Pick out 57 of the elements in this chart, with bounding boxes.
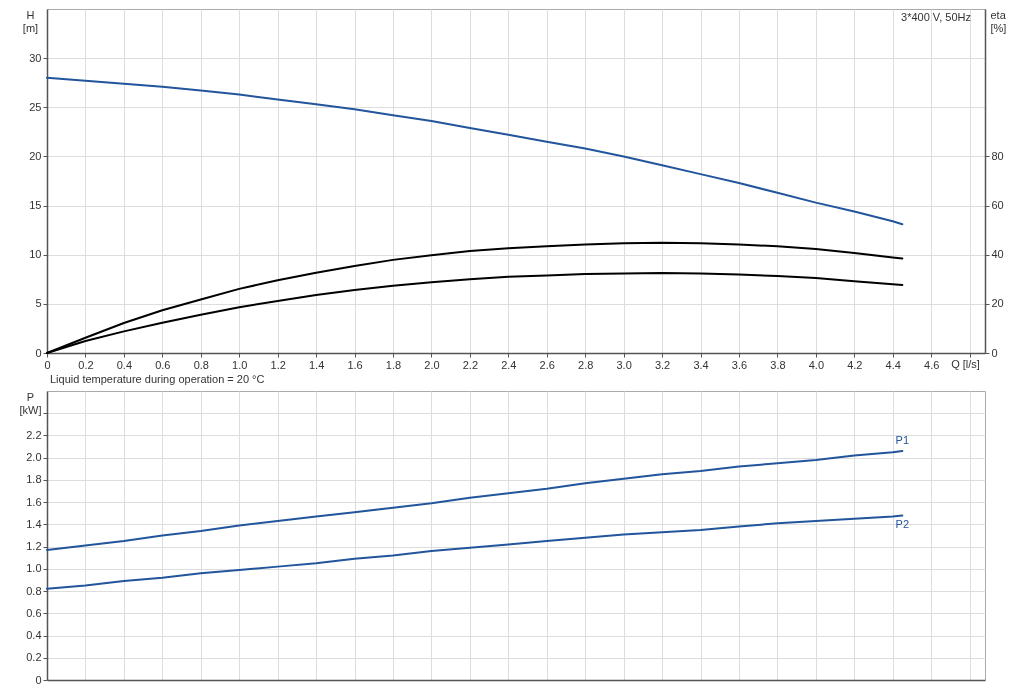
x-tick-label: 1.2	[270, 358, 286, 371]
y2-tick-label: 80	[991, 149, 1004, 162]
y2-tick-label: 20	[991, 297, 1004, 310]
y-tick-label: 1.4	[26, 517, 42, 530]
y-tick-label: 1.2	[26, 540, 42, 553]
y-tick-label: 5	[35, 297, 42, 310]
x-tick-label: 4.6	[924, 358, 940, 371]
x-tick-label: 2.0	[424, 358, 440, 371]
x-tick-label: 0.6	[155, 358, 171, 371]
y-tick-label: 0.2	[26, 651, 42, 664]
chart-title: 3*400 V, 50Hz	[901, 11, 971, 23]
x-tick-label: 3.0	[616, 358, 632, 371]
x-tick-label: 1.8	[385, 358, 402, 371]
y-tick-label: 0	[35, 673, 42, 686]
y2-tick-label: 40	[991, 248, 1004, 261]
x-tick-label: 1.4	[308, 358, 325, 371]
y2-axis-title: eta [%]	[990, 8, 1007, 34]
x-axis-title: Q [l/s]	[951, 357, 980, 370]
y2-tick-label: 60	[991, 199, 1004, 212]
x-tick-label: 0.2	[78, 358, 94, 371]
x-tick-label: 2.4	[501, 358, 517, 371]
x-tick-label: 2.8	[578, 358, 594, 371]
x-tick-label: 2.6	[539, 358, 555, 371]
y-tick-label: 1.6	[26, 495, 42, 508]
y-tick-label: 1.8	[26, 473, 42, 486]
y-axis-title: P [kW]	[19, 390, 42, 416]
y-tick-label: 0	[35, 346, 42, 359]
y-tick-label: 0.8	[26, 584, 42, 597]
x-tick-label: 0	[44, 358, 51, 371]
y-axis-title: H [m]	[22, 8, 39, 34]
y2-tick-label: 0	[991, 346, 998, 359]
x-tick-label: 4.0	[808, 358, 824, 371]
y-tick-label: 2.2	[26, 428, 42, 441]
series-label: P1	[895, 434, 910, 447]
x-tick-label: 4.4	[885, 358, 901, 371]
y-tick-label: 2.0	[26, 451, 42, 464]
series-label: P2	[895, 518, 910, 531]
y-tick-label: 0.6	[26, 606, 42, 619]
y-tick-label: 20	[29, 149, 42, 162]
y-tick-label: 1.0	[26, 562, 42, 575]
text: Liquid temperature during operation = 20 °C	[50, 373, 265, 385]
x-tick-label: 1.0	[232, 358, 248, 371]
x-tick-label: 2.2	[462, 358, 479, 371]
x-tick-label: 0.4	[116, 358, 133, 371]
y-tick-label: 30	[29, 51, 42, 64]
y-tick-label: 0.4	[26, 629, 42, 642]
x-tick-label: 3.2	[654, 358, 671, 371]
x-tick-label: 1.6	[347, 358, 363, 371]
x-tick-label: 3.8	[770, 358, 786, 371]
x-tick-label: 0.8	[193, 358, 209, 371]
y-tick-label: 10	[29, 248, 42, 261]
x-tick-label: 4.2	[847, 358, 863, 371]
x-tick-label: 3.4	[693, 358, 709, 371]
line-series	[46, 76, 904, 226]
y-tick-label: 25	[29, 100, 42, 113]
x-tick-label: 3.6	[731, 358, 748, 371]
y-tick-label: 15	[29, 199, 42, 212]
